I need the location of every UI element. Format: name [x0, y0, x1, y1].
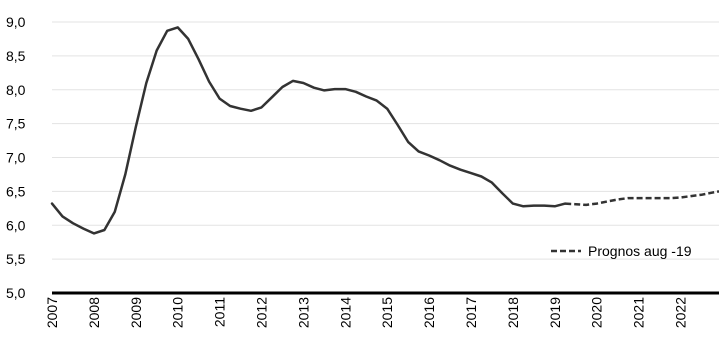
x-tick-label: 2014: [337, 297, 353, 328]
x-tick-label: 2022: [672, 297, 688, 328]
x-tick-label: 2013: [295, 297, 311, 328]
y-tick-label: 6,0: [6, 217, 26, 233]
x-tick-label: 2021: [631, 297, 647, 328]
series-line-actual: [50, 26, 567, 235]
x-tick-label: 2017: [463, 297, 479, 328]
y-tick-label: 6,5: [6, 183, 26, 199]
x-tick-label: 2009: [128, 297, 144, 328]
y-tick-label: 9,0: [6, 14, 26, 30]
x-tick-label: 2012: [253, 297, 269, 328]
y-tick-label: 8,5: [6, 48, 26, 64]
x-tick-label: 2010: [170, 297, 186, 328]
x-tick-label: 2019: [547, 297, 563, 328]
gridlines: [52, 21, 719, 260]
legend: Prognos aug -19: [551, 243, 692, 259]
series-lines: [50, 26, 719, 235]
y-axis-tick-labels: 9,0 8,5 8,0 7,5 7,0 6,5 6,0 5,5 5,0: [6, 14, 26, 301]
series-line-forecast: [565, 190, 719, 207]
legend-label-prognos: Prognos aug -19: [588, 243, 692, 259]
x-tick-label: 2020: [589, 297, 605, 328]
x-tick-label: 2011: [212, 297, 228, 327]
y-tick-label: 5,5: [6, 251, 26, 267]
x-axis-tick-labels: 2007 2008 2009 2010 2011 2012 2013 2014 2015 2016…: [44, 297, 688, 328]
x-tick-label: 2018: [505, 297, 521, 328]
x-tick-label: 2008: [86, 297, 102, 328]
y-tick-label: 8,0: [6, 82, 26, 98]
y-tick-label: 7,5: [6, 116, 26, 132]
x-tick-label: 2007: [44, 297, 60, 328]
x-tick-label: 2015: [379, 297, 395, 328]
x-tick-label: 2016: [421, 297, 437, 328]
y-tick-label: 5,0: [6, 285, 26, 301]
y-tick-label: 7,0: [6, 150, 26, 166]
